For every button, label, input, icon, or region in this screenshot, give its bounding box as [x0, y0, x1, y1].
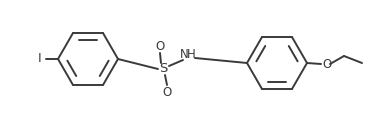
Text: I: I — [38, 53, 42, 66]
Text: S: S — [159, 62, 167, 75]
Text: O: O — [322, 58, 332, 70]
Text: O: O — [162, 86, 171, 99]
Text: H: H — [187, 48, 196, 61]
Text: N: N — [180, 48, 189, 61]
Text: O: O — [155, 40, 165, 53]
